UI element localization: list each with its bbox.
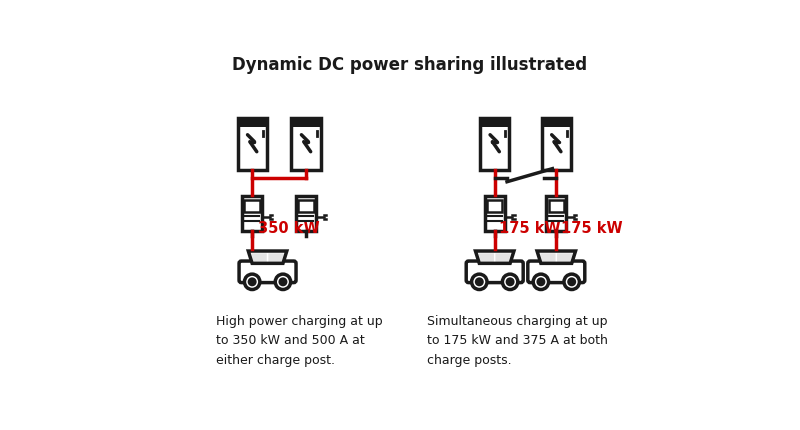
Text: 350 kW: 350 kW bbox=[258, 221, 320, 236]
Bar bbox=[487, 200, 502, 212]
Polygon shape bbox=[475, 251, 514, 263]
FancyBboxPatch shape bbox=[528, 261, 585, 283]
Polygon shape bbox=[251, 253, 266, 263]
FancyBboxPatch shape bbox=[291, 118, 321, 170]
Circle shape bbox=[472, 274, 487, 289]
Circle shape bbox=[538, 279, 544, 285]
Circle shape bbox=[280, 279, 286, 285]
FancyBboxPatch shape bbox=[480, 118, 510, 170]
FancyBboxPatch shape bbox=[485, 196, 505, 231]
FancyBboxPatch shape bbox=[238, 118, 266, 170]
Bar bbox=[245, 200, 260, 212]
Bar bbox=[549, 200, 564, 212]
Bar bbox=[298, 200, 314, 212]
Circle shape bbox=[249, 279, 255, 285]
Circle shape bbox=[476, 279, 482, 285]
FancyBboxPatch shape bbox=[542, 118, 571, 170]
Bar bbox=[238, 118, 266, 127]
Circle shape bbox=[502, 274, 518, 289]
Circle shape bbox=[564, 274, 579, 289]
Circle shape bbox=[534, 274, 549, 289]
Circle shape bbox=[507, 279, 513, 285]
Bar bbox=[291, 118, 321, 127]
Text: Dynamic DC power sharing illustrated: Dynamic DC power sharing illustrated bbox=[233, 56, 587, 74]
Bar bbox=[480, 118, 510, 127]
Text: 175 kW: 175 kW bbox=[561, 221, 622, 236]
Polygon shape bbox=[540, 253, 555, 263]
Circle shape bbox=[275, 274, 290, 289]
Polygon shape bbox=[268, 253, 284, 263]
Circle shape bbox=[569, 279, 574, 285]
Polygon shape bbox=[557, 253, 573, 263]
FancyBboxPatch shape bbox=[466, 261, 523, 283]
Text: 175 kW: 175 kW bbox=[499, 221, 561, 236]
Polygon shape bbox=[537, 251, 575, 263]
FancyBboxPatch shape bbox=[546, 196, 566, 231]
FancyBboxPatch shape bbox=[239, 261, 296, 283]
Bar bbox=[542, 118, 571, 127]
Text: High power charging at up
to 350 kW and 500 A at
either charge post.: High power charging at up to 350 kW and … bbox=[216, 315, 382, 367]
Circle shape bbox=[245, 274, 260, 289]
FancyBboxPatch shape bbox=[242, 196, 262, 231]
FancyBboxPatch shape bbox=[296, 196, 316, 231]
Text: Simultaneous charging at up
to 175 kW and 375 A at both
charge posts.: Simultaneous charging at up to 175 kW an… bbox=[427, 315, 608, 367]
Polygon shape bbox=[248, 251, 287, 263]
Polygon shape bbox=[478, 253, 494, 263]
Polygon shape bbox=[495, 253, 511, 263]
